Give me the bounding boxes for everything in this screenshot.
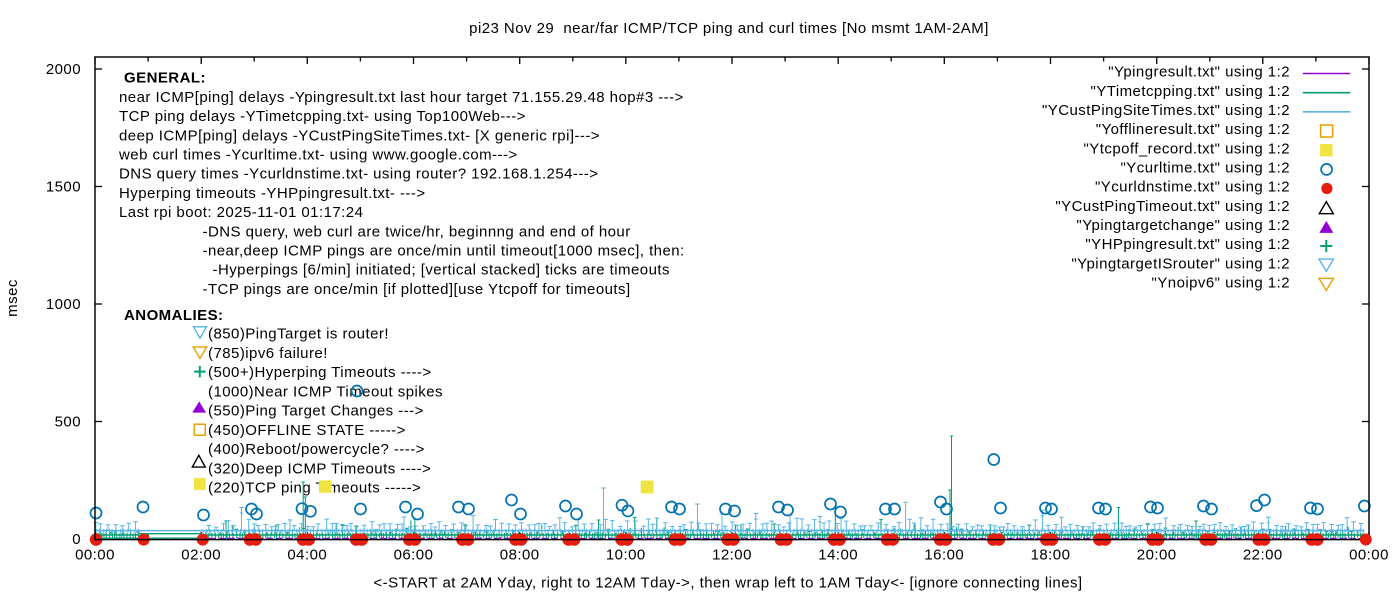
svg-text:1500: 1500 [46, 179, 81, 196]
svg-text:"Yofflineresult.txt" using 1:2: "Yofflineresult.txt" using 1:2 [1096, 121, 1290, 138]
svg-text:"Ypingtargetchange" using 1:2: "Ypingtargetchange" using 1:2 [1076, 217, 1290, 234]
svg-text:(450)OFFLINE STATE ----->: (450)OFFLINE STATE -----> [208, 422, 406, 439]
svg-text:"Ytcpoff_record.txt" using 1:2: "Ytcpoff_record.txt" using 1:2 [1084, 140, 1290, 157]
svg-text:"YCustPingTimeout.txt" using 1: "YCustPingTimeout.txt" using 1:2 [1055, 198, 1290, 215]
svg-text:18:00: 18:00 [1031, 547, 1071, 564]
svg-text:TCP ping delays -YTimetcpping.: TCP ping delays -YTimetcpping.txt- using… [119, 108, 526, 125]
svg-text:"YTimetcpping.txt" using 1:2: "YTimetcpping.txt" using 1:2 [1091, 83, 1290, 100]
svg-text:"YpingtargetISrouter" using 1:: "YpingtargetISrouter" using 1:2 [1071, 255, 1290, 272]
svg-text:ANOMALIES:: ANOMALIES: [124, 307, 224, 324]
svg-text:1000: 1000 [46, 296, 81, 313]
svg-text:deep ICMP[ping] delays -YCustP: deep ICMP[ping] delays -YCustPingSiteTim… [119, 127, 600, 144]
svg-text:(1000)Near ICMP Timeout spikes: (1000)Near ICMP Timeout spikes [208, 383, 443, 400]
svg-text:"YCustPingSiteTimes.txt" using: "YCustPingSiteTimes.txt" using 1:2 [1042, 102, 1290, 119]
svg-text:(320)Deep ICMP Timeouts ---->: (320)Deep ICMP Timeouts ----> [208, 460, 431, 477]
svg-text:16:00: 16:00 [924, 547, 964, 564]
svg-text:near ICMP[ping] delays -Ypingr: near ICMP[ping] delays -Ypingresult.txt … [119, 89, 684, 106]
svg-text:14:00: 14:00 [818, 547, 858, 564]
svg-text:22:00: 22:00 [1243, 547, 1283, 564]
svg-text:-Hyperpings [6/min] initiated;: -Hyperpings [6/min] initiated; [vertical… [213, 262, 670, 279]
svg-text:Hyperping timeouts -YHPpingres: Hyperping timeouts -YHPpingresult.txt- -… [119, 185, 426, 202]
svg-text:"Ynoipv6" using 1:2: "Ynoipv6" using 1:2 [1152, 275, 1290, 292]
svg-text:2000: 2000 [46, 61, 81, 78]
svg-text:"YHPpingresult.txt" using 1:2: "YHPpingresult.txt" using 1:2 [1085, 236, 1290, 253]
svg-text:(550)Ping Target Changes --->: (550)Ping Target Changes ---> [208, 403, 424, 420]
svg-text:"Ycurldnstime.txt" using 1:2: "Ycurldnstime.txt" using 1:2 [1095, 179, 1290, 196]
svg-text:08:00: 08:00 [500, 547, 540, 564]
svg-text:-TCP pings are once/min [if pl: -TCP pings are once/min [if plotted][use… [203, 281, 631, 298]
svg-text:04:00: 04:00 [287, 547, 327, 564]
svg-text:-near,deep ICMP pings are once: -near,deep ICMP pings are once/min until… [203, 243, 685, 260]
svg-text:GENERAL:: GENERAL: [124, 70, 206, 87]
svg-text:"Ycurltime.txt" using 1:2: "Ycurltime.txt" using 1:2 [1121, 160, 1290, 177]
svg-text:0: 0 [72, 531, 81, 548]
svg-text:Last rpi boot: 2025-11-01 01:1: Last rpi boot: 2025-11-01 01:17:24 [119, 204, 363, 221]
svg-text:(785)ipv6 failure!: (785)ipv6 failure! [208, 345, 328, 362]
svg-text:00:00: 00:00 [1349, 547, 1389, 564]
svg-text:(400)Reboot/powercycle? ---->: (400)Reboot/powercycle? ----> [208, 441, 425, 458]
svg-text:06:00: 06:00 [394, 547, 434, 564]
svg-text:10:00: 10:00 [606, 547, 646, 564]
svg-text:"Ypingresult.txt" using 1:2: "Ypingresult.txt" using 1:2 [1108, 64, 1290, 81]
svg-text:20:00: 20:00 [1137, 547, 1177, 564]
svg-text:(850)PingTarget is router!: (850)PingTarget is router! [208, 326, 389, 343]
svg-text:pi23 Nov 29 near/far ICMP/TCP: pi23 Nov 29 near/far ICMP/TCP ping and c… [469, 20, 989, 37]
svg-text:12:00: 12:00 [712, 547, 752, 564]
svg-text:DNS query times -Ycurldnstime.: DNS query times -Ycurldnstime.txt- using… [119, 166, 598, 183]
svg-text:00:00: 00:00 [75, 547, 115, 564]
svg-text:-DNS query, web curl are twice: -DNS query, web curl are twice/hr, begin… [203, 223, 631, 240]
svg-text:02:00: 02:00 [181, 547, 221, 564]
svg-text:500: 500 [55, 414, 81, 431]
svg-text:web curl times -Ycurltime.txt-: web curl times -Ycurltime.txt- using www… [118, 147, 518, 164]
svg-text:<-START at 2AM Yday, right to: <-START at 2AM Yday, right to 12AM Tday-… [373, 575, 1082, 592]
svg-text:(500+)Hyperping Timeouts ---->: (500+)Hyperping Timeouts ----> [208, 364, 432, 381]
svg-text:(220)TCP ping Timeouts ----->: (220)TCP ping Timeouts -----> [208, 480, 421, 497]
svg-text:msec: msec [4, 279, 21, 317]
